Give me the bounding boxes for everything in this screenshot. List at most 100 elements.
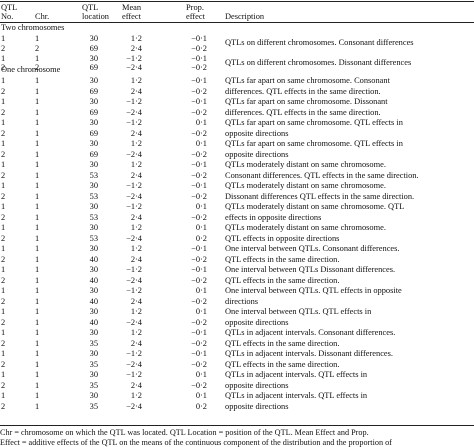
mean-effect-cell: 1·2 — [130, 391, 142, 400]
mean-effect-cell: −1·2 — [126, 286, 142, 295]
qtl-no-cell: 2 — [1, 86, 6, 96]
description-line: opposite directions — [225, 149, 289, 159]
location-cell: 40 — [89, 317, 98, 327]
chr-cell: 1 — [35, 34, 40, 43]
qtl-no-cell: 1 — [1, 223, 6, 232]
chr-cell: 1 — [35, 191, 40, 201]
chr-cell: 1 — [35, 97, 40, 106]
footnote: Chr = chromosome on which the QTL was lo… — [0, 428, 474, 447]
description-line: One interval between QTLs. QTL effects i… — [225, 286, 402, 295]
description-line: QTLs in adjacent intervals. QTL effects … — [225, 370, 368, 379]
bottom-rule — [0, 425, 474, 426]
chr-cell: 1 — [35, 359, 40, 369]
chr-cell: 1 — [35, 139, 40, 148]
prop-effect-cell: −0·2 — [191, 63, 207, 73]
qtl-no-cell: 2 — [1, 275, 6, 285]
prop-effect-cell: −0·2 — [191, 43, 207, 53]
chr-cell: 1 — [35, 244, 40, 253]
mean-effect-cell: −1·2 — [126, 97, 142, 106]
qtl-no-cell: 2 — [1, 254, 6, 264]
description-line: QTLs far apart on same chromosome. QTL e… — [225, 139, 403, 148]
mean-effect-cell: 1·2 — [130, 244, 142, 253]
qtl-no-cell: 2 — [1, 170, 6, 180]
chr-cell: 1 — [35, 160, 40, 169]
location-cell: 35 — [89, 380, 98, 390]
location-cell: 30 — [89, 202, 98, 211]
prop-effect-cell: −0·2 — [191, 212, 207, 222]
mean-effect-cell: −1·2 — [126, 265, 142, 274]
chr-cell: 1 — [35, 296, 40, 306]
prop-effect-cell: −0·1 — [191, 181, 207, 190]
chr-cell: 2 — [35, 63, 40, 73]
location-cell: 40 — [89, 275, 98, 285]
description-line: opposite directions — [225, 128, 289, 138]
mean-effect-cell: −2·4 — [126, 149, 142, 159]
chr-cell: 1 — [35, 233, 40, 243]
prop-effect-cell: −0·1 — [191, 244, 207, 253]
mean-effect-cell: −2·4 — [126, 233, 142, 243]
location-cell: 30 — [89, 160, 98, 169]
description-line: One interval between QTLs. Consonant dif… — [225, 244, 400, 253]
qtl-no-cell: 1 — [1, 97, 6, 106]
mean-effect-cell: 2·4 — [130, 338, 142, 348]
prop-effect-cell: 0·2 — [195, 233, 207, 243]
prop-effect-cell: −0·2 — [191, 149, 207, 159]
location-cell: 35 — [89, 338, 98, 348]
location-cell: 30 — [89, 307, 98, 316]
location-cell: 53 — [89, 212, 98, 222]
location-cell: 30 — [89, 391, 98, 400]
mean-effect-cell: −2·4 — [126, 275, 142, 285]
chr-cell: 1 — [35, 328, 40, 337]
location-cell: 53 — [89, 233, 98, 243]
mean-effect-cell: 2·4 — [130, 170, 142, 180]
qtl-no-cell: 1 — [1, 53, 6, 63]
chr-cell: 1 — [35, 254, 40, 264]
description-line: effects in opposite directions — [225, 212, 322, 222]
description-line: differences. QTL effects in the same dir… — [225, 107, 381, 117]
prop-effect-cell: 0·1 — [195, 286, 207, 295]
mean-effect-cell: −2·4 — [126, 359, 142, 369]
qtl-no-cell: 2 — [1, 338, 6, 348]
chr-cell: 1 — [35, 202, 40, 211]
mean-effect-cell: −2·4 — [126, 63, 142, 73]
chr-cell: 1 — [35, 149, 40, 159]
mean-effect-cell: 1·2 — [130, 307, 142, 316]
location-cell: 30 — [89, 76, 98, 85]
qtl-no-cell: 1 — [1, 160, 6, 169]
prop-effect-cell: −0·1 — [191, 97, 207, 106]
location-cell: 40 — [89, 254, 98, 264]
location-cell: 69 — [89, 107, 98, 117]
prop-effect-cell: 0·1 — [195, 139, 207, 148]
qtl-no-cell: 2 — [1, 107, 6, 117]
description-line: QTLs far apart on same chromosome. QTL e… — [225, 118, 403, 127]
location-cell: 30 — [89, 223, 98, 232]
chr-cell: 1 — [35, 86, 40, 96]
mean-effect-cell: −1·2 — [126, 181, 142, 190]
location-cell: 69 — [89, 149, 98, 159]
prop-effect-cell: 0·1 — [195, 391, 207, 400]
description-line: QTL effects in opposite directions — [225, 233, 340, 243]
prop-effect-cell: 0·1 — [195, 223, 207, 232]
location-cell: 30 — [89, 265, 98, 274]
qtl-no-cell: 2 — [1, 296, 6, 306]
prop-effect-cell: −0·1 — [191, 328, 207, 337]
chr-cell: 1 — [35, 338, 40, 348]
location-cell: 30 — [89, 349, 98, 358]
description-line: QTLs in adjacent intervals. QTL effects … — [225, 391, 368, 400]
prop-effect-cell: −0·1 — [191, 76, 207, 85]
mean-effect-cell: 1·2 — [130, 223, 142, 232]
header-prop-effect: Prop. effect — [186, 3, 205, 21]
description-line: QTL effects in the same direction. — [225, 254, 340, 264]
prop-effect-cell: −0·2 — [191, 86, 207, 96]
prop-effect-cell: 0·2 — [195, 401, 207, 411]
header-rule — [0, 22, 474, 23]
chr-cell: 1 — [35, 223, 40, 232]
description-line: QTLs moderately distant on same chromoso… — [225, 181, 386, 190]
prop-effect-cell: −0·1 — [191, 265, 207, 274]
qtl-no-cell: 1 — [1, 244, 6, 253]
chr-cell: 1 — [35, 370, 40, 379]
qtl-no-cell: 1 — [1, 286, 6, 295]
mean-effect-cell: 2·4 — [130, 212, 142, 222]
description-line: One interval between QTLs. QTL effects i… — [225, 307, 372, 316]
